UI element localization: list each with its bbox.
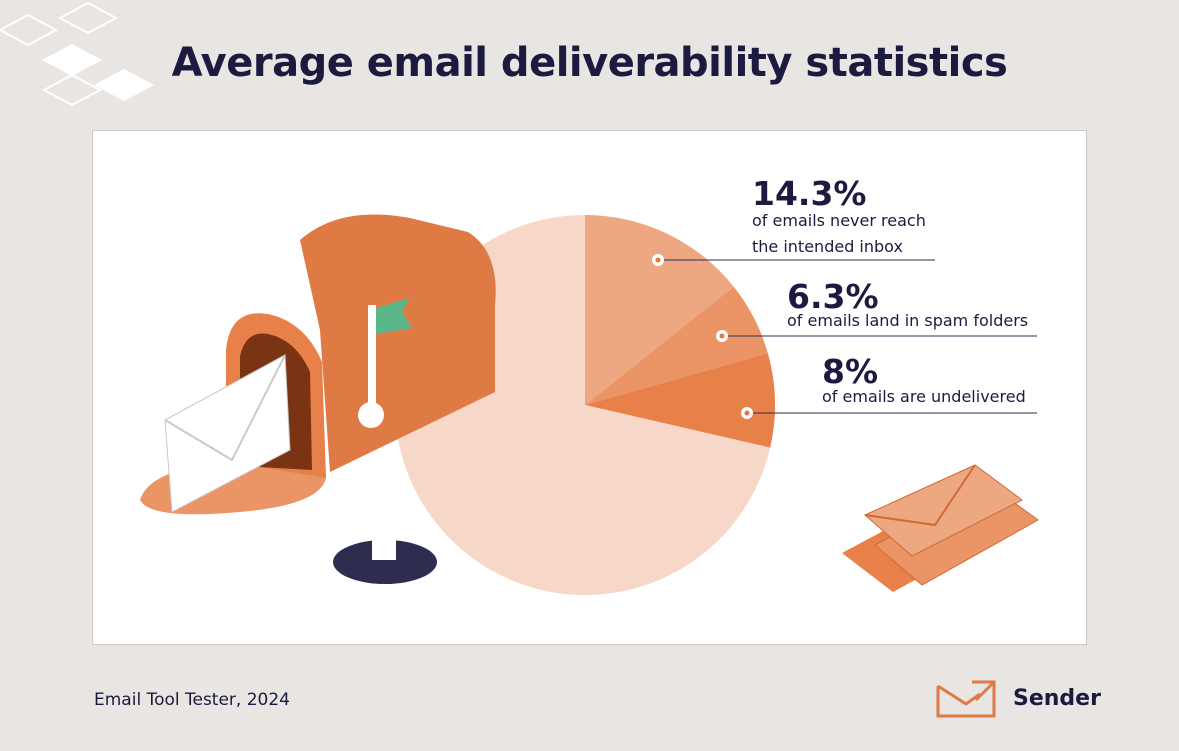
decoration xyxy=(0,1,155,107)
value-label: 6.3% xyxy=(787,277,879,316)
leader-dot-core xyxy=(719,333,725,339)
value-label: 14.3% xyxy=(752,174,867,213)
slice-label: of emails are undelivered xyxy=(822,387,1026,406)
mailbox-illustration xyxy=(140,214,496,584)
pie-slice xyxy=(585,215,734,405)
chart-title: Average email deliverability statistics xyxy=(171,40,1008,86)
leaders xyxy=(652,254,1037,419)
slice-label: of emails never reach the intended inbox xyxy=(752,211,926,256)
value-label: 8% xyxy=(822,352,879,391)
brand-name: Sender xyxy=(1013,686,1101,711)
slice-label: of emails land in spam folders xyxy=(787,311,1029,330)
pie-slice xyxy=(585,286,768,405)
leader-dot-core xyxy=(744,410,750,416)
leader-dot-core xyxy=(655,257,661,263)
brand-logo xyxy=(936,680,996,718)
source: Email Tool Tester, 2024 xyxy=(94,690,290,710)
pie-slice xyxy=(585,353,776,448)
envelopes-illustration xyxy=(842,464,1039,592)
